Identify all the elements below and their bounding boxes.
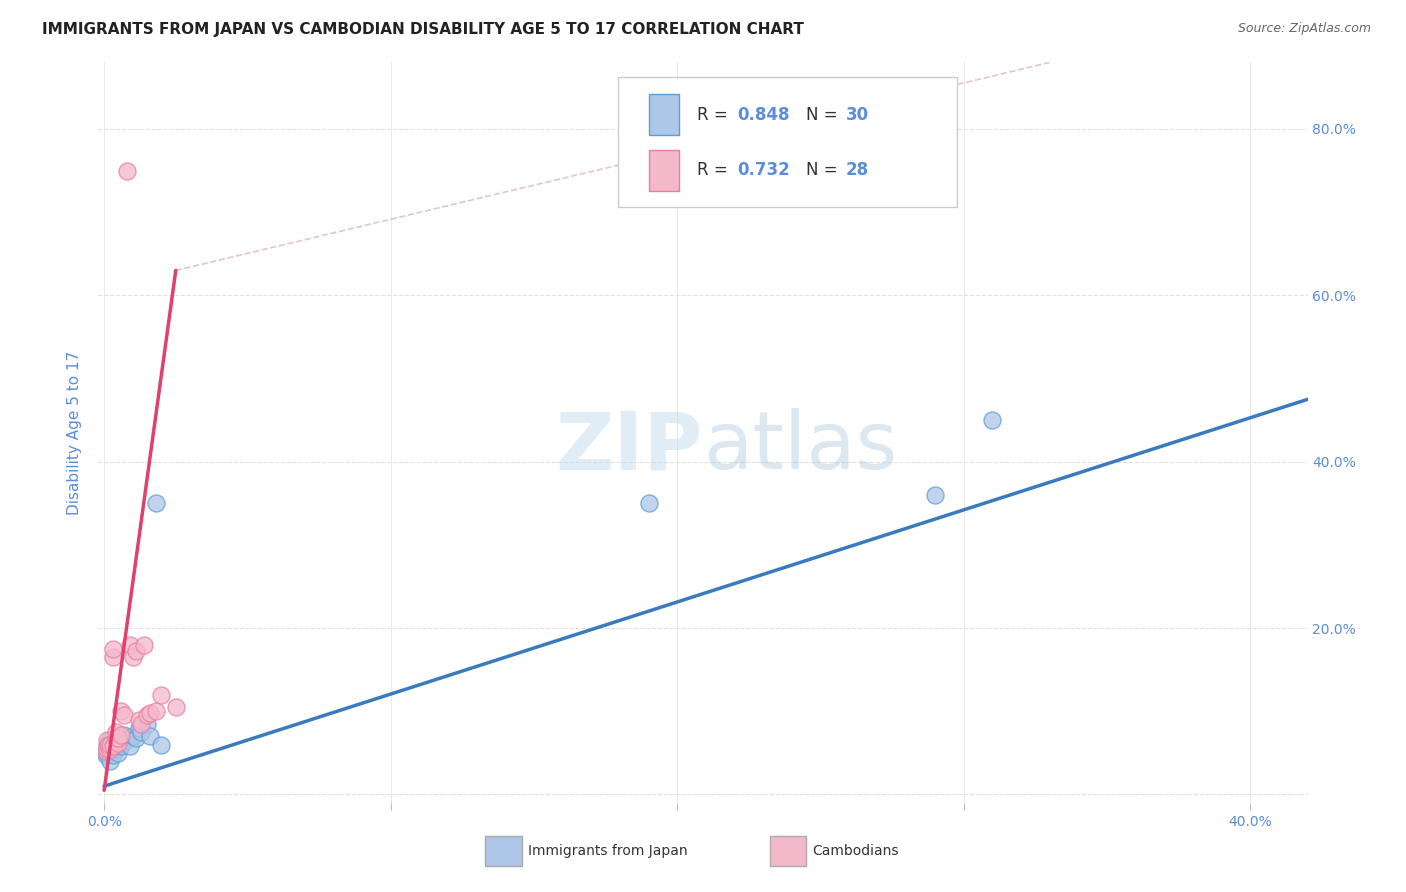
Text: IMMIGRANTS FROM JAPAN VS CAMBODIAN DISABILITY AGE 5 TO 17 CORRELATION CHART: IMMIGRANTS FROM JAPAN VS CAMBODIAN DISAB… [42,22,804,37]
Point [139,729,162,743]
Text: R =: R = [697,161,733,179]
Bar [648,95,679,135]
Point [112,708,135,723]
Text: Cambodians: Cambodians [811,844,898,858]
Point [97,741,120,756]
Point [98,754,121,768]
Point [98,739,121,754]
Point [150,738,173,752]
Point [139,706,162,720]
Point [94,747,117,762]
Y-axis label: Disability Age 5 to 17: Disability Age 5 to 17 [67,351,83,515]
Point [107,746,129,760]
Text: N =: N = [806,161,842,179]
Point [101,738,124,752]
Point [128,721,150,735]
Point [131,725,153,739]
Point [150,688,173,702]
Point [104,731,127,745]
Bar [769,836,806,866]
Point [98,733,121,747]
Point [110,704,132,718]
Point [110,739,132,754]
Point [115,733,138,747]
Text: N =: N = [806,105,842,124]
Point [110,728,132,742]
Point [98,738,121,752]
Point [101,747,124,762]
Point [124,731,146,745]
Point [97,738,120,752]
Point [924,488,946,502]
Point [98,741,121,756]
Point [107,738,129,752]
Point [101,650,124,665]
Point [107,731,129,745]
Point [136,716,159,731]
Point [981,413,1004,427]
Point [101,739,124,754]
Text: ZIP: ZIP [555,409,703,486]
Text: 0.732: 0.732 [737,161,790,179]
Point [96,746,118,760]
Point [110,731,132,745]
Point [165,700,187,714]
Point [96,733,118,747]
Point [112,728,135,742]
Point [101,744,124,758]
Point [121,729,143,743]
Text: 30: 30 [845,105,869,124]
Point [118,638,141,652]
Bar [485,836,522,866]
Point [121,650,143,665]
Point [107,736,129,750]
Point [104,731,127,745]
Point [104,741,127,756]
Text: R =: R = [697,105,733,124]
Point [145,704,167,718]
FancyBboxPatch shape [619,78,957,207]
Text: 28: 28 [845,161,869,179]
Point [94,744,117,758]
Point [124,644,146,658]
Point [118,739,141,754]
Point [128,713,150,727]
Point [96,738,118,752]
Point [96,741,118,756]
Point [101,641,124,656]
Text: Immigrants from Japan: Immigrants from Japan [527,844,688,858]
Text: atlas: atlas [703,409,897,486]
Point [131,716,153,731]
Point [637,496,659,510]
Text: Source: ZipAtlas.com: Source: ZipAtlas.com [1237,22,1371,36]
Point [145,496,167,510]
Text: 0.848: 0.848 [737,105,789,124]
Point [104,725,127,739]
Point [115,163,138,178]
Bar [648,150,679,191]
Point [134,638,156,652]
Point [136,708,159,723]
